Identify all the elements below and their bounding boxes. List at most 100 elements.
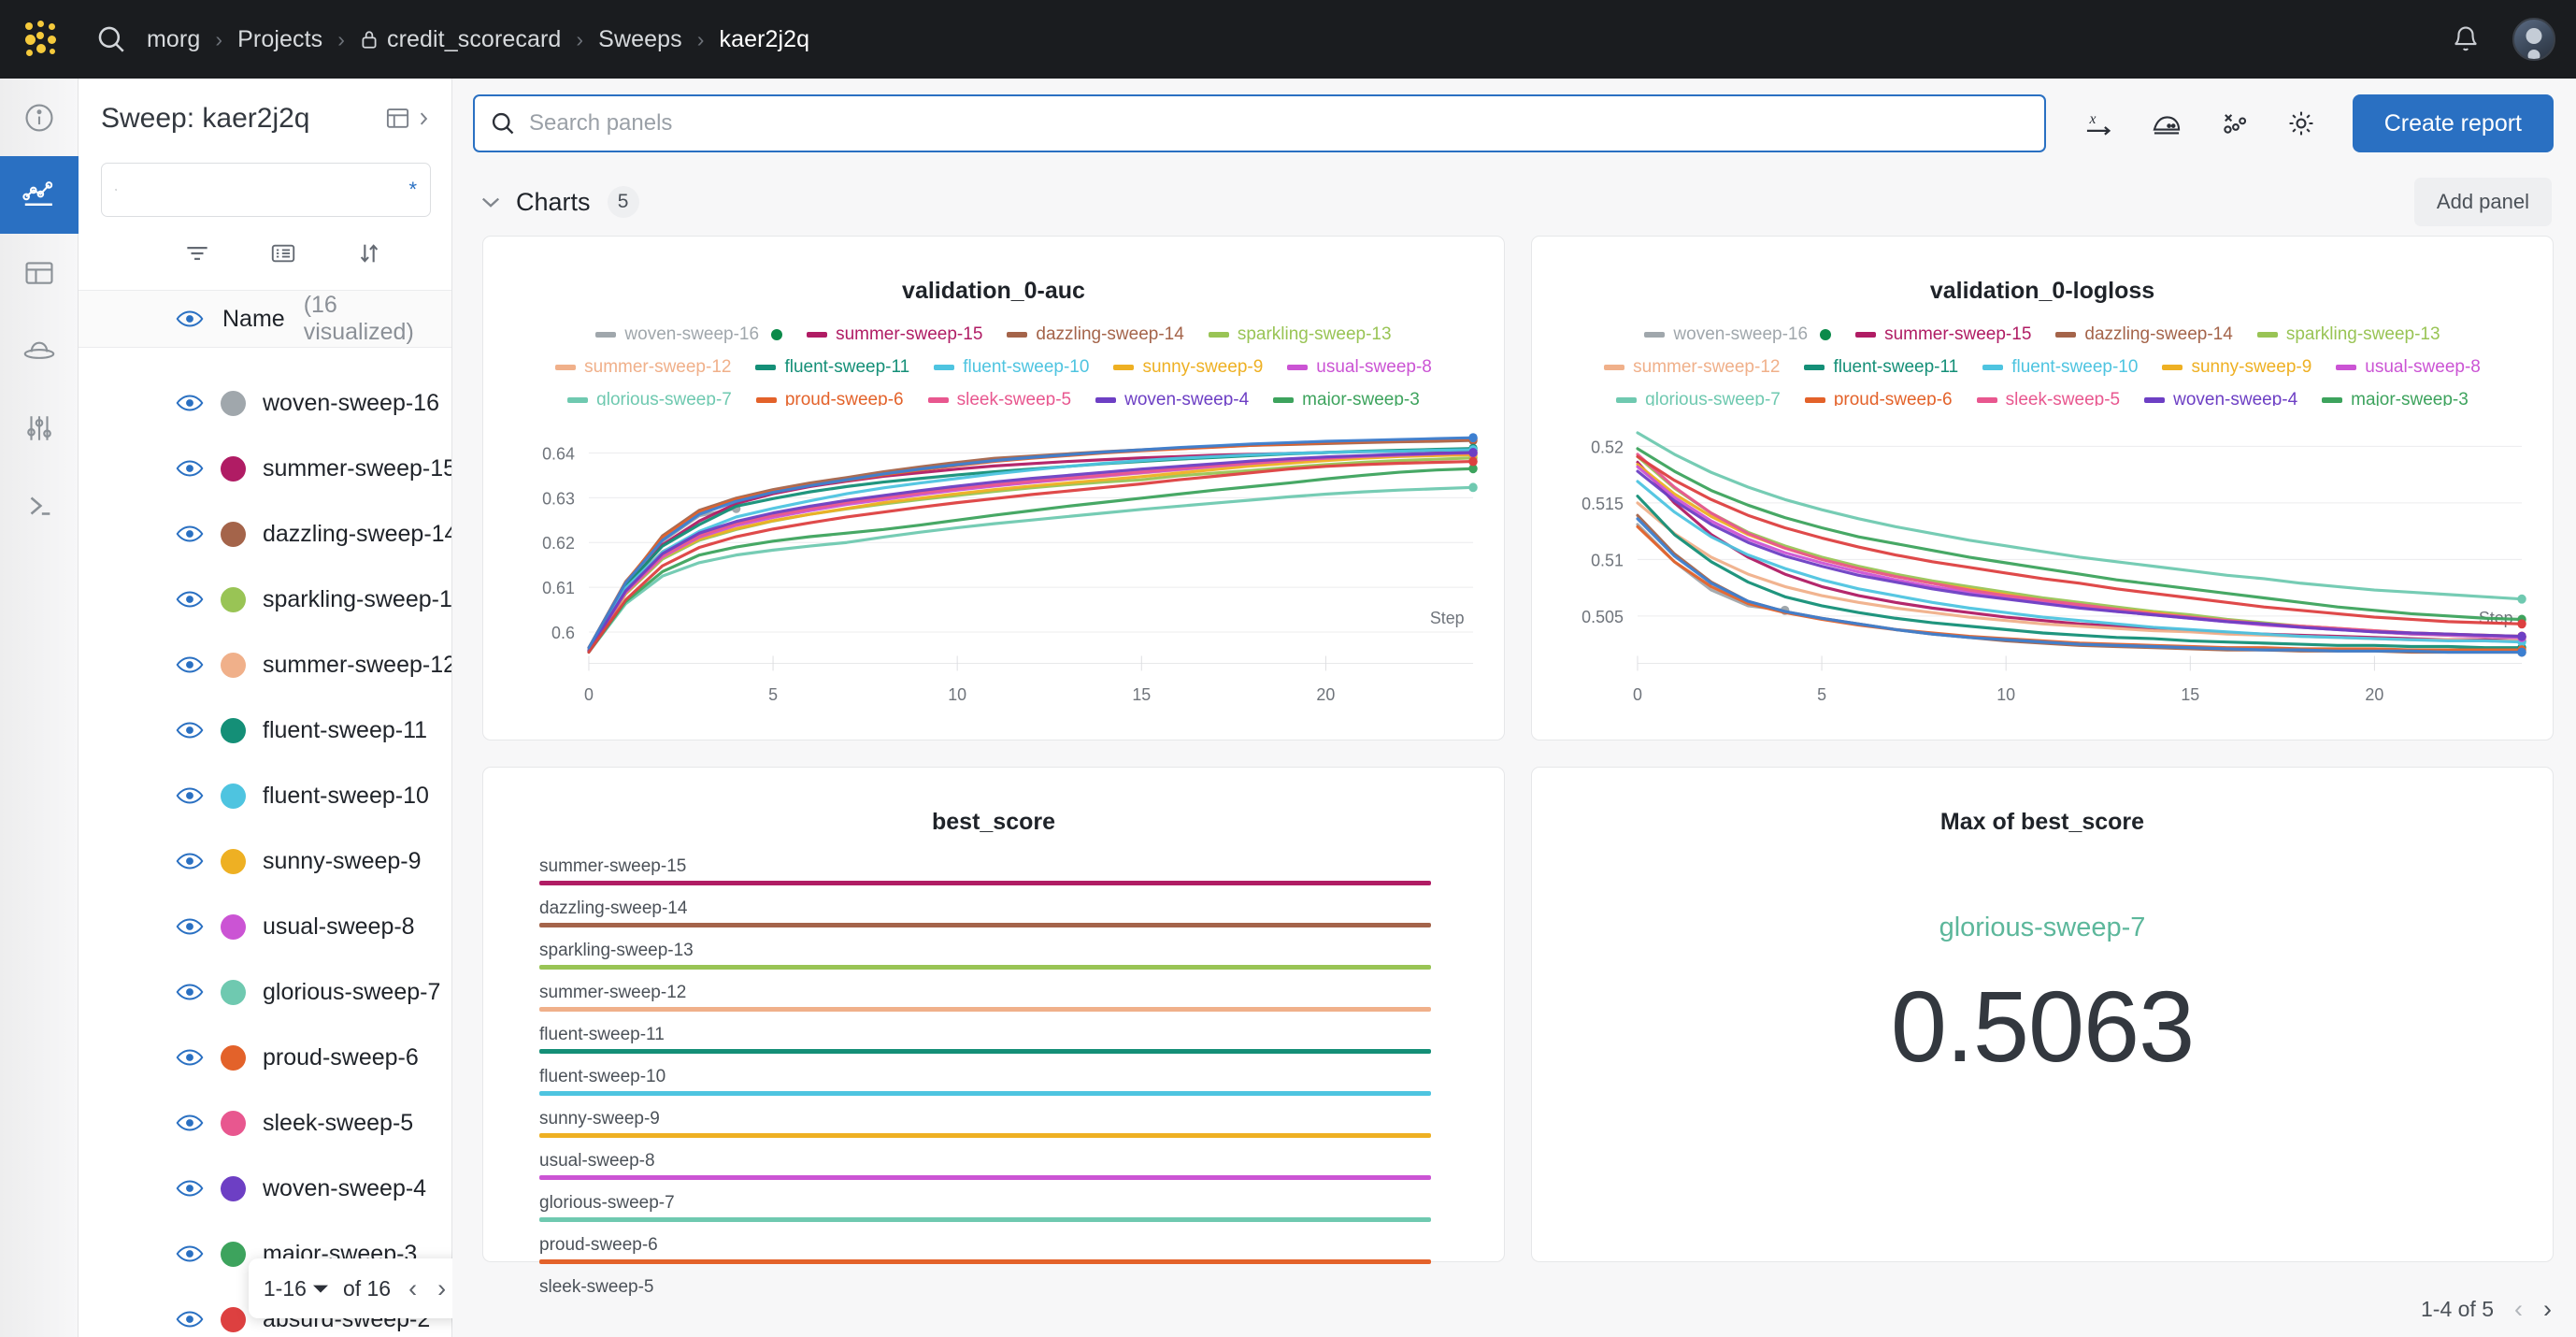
notifications-button[interactable] [2445,19,2486,60]
legend-item[interactable]: dazzling-sweep-14 [2055,319,2233,351]
wandb-logo[interactable] [0,0,79,79]
legend-item[interactable]: glorious-sweep-7 [567,384,732,406]
smoothing-iron-icon[interactable] [2151,108,2182,139]
sidebar-item-automations[interactable] [0,389,79,467]
legend-item[interactable]: proud-sweep-6 [1804,384,1953,406]
visibility-eye-icon[interactable] [176,393,204,413]
visibility-eye-icon[interactable] [176,720,204,740]
page-range-select[interactable]: 1-16 [264,1276,328,1301]
visibility-eye-icon[interactable] [176,916,204,937]
visibility-eye-icon[interactable] [176,524,204,544]
bar-chart-row[interactable]: fluent-sweep-10 [539,1067,1431,1109]
run-list-item[interactable]: woven-sweep-16 [79,370,451,436]
visibility-eye-icon[interactable] [176,309,204,329]
legend-item[interactable]: woven-sweep-4 [2144,384,2297,406]
visibility-eye-icon[interactable] [176,1047,204,1068]
panel-validation-0-logloss[interactable]: validation_0-logloss woven-sweep-16 summe… [1531,236,2554,740]
visibility-eye-icon[interactable] [176,851,204,871]
bar-chart-row[interactable]: fluent-sweep-11 [539,1025,1431,1067]
breadcrumb-item-project[interactable]: credit_scorecard [357,26,564,53]
prev-page-button[interactable]: ‹ [408,1273,418,1302]
legend-item[interactable]: major-sweep-3 [2322,384,2469,406]
legend-item[interactable]: summer-sweep-15 [807,319,982,351]
run-list-item[interactable]: fluent-sweep-10 [79,763,451,828]
sidebar-item-charts[interactable] [0,156,79,234]
legend-item[interactable]: woven-sweep-16 [595,319,783,351]
panel-layout-toggle[interactable] [386,106,431,132]
run-list-item[interactable]: summer-sweep-15 [79,436,451,501]
visibility-eye-icon[interactable] [176,1309,204,1330]
columns-icon[interactable] [269,241,297,266]
panel-validation-0-auc[interactable]: validation_0-auc woven-sweep-16 summer-sw… [482,236,1505,740]
chevron-down-icon[interactable] [480,194,501,209]
run-list-item[interactable]: dazzling-sweep-14 [79,501,451,567]
run-list-item[interactable]: sleek-sweep-5 [79,1090,451,1156]
legend-item[interactable]: woven-sweep-16 [1644,319,1832,351]
visibility-eye-icon[interactable] [176,785,204,806]
gear-icon[interactable] [2285,108,2317,139]
outliers-icon[interactable] [2218,108,2250,139]
run-list-item[interactable]: woven-sweep-4 [79,1156,451,1221]
legend-item[interactable]: sparkling-sweep-13 [1208,319,1392,351]
breadcrumb-item-entity[interactable]: morg [147,25,201,52]
legend-item[interactable]: summer-sweep-15 [1855,319,2031,351]
user-avatar[interactable] [2512,18,2555,61]
bar-chart-row[interactable]: proud-sweep-6 [539,1235,1431,1277]
legend-item[interactable]: usual-sweep-8 [2336,352,2481,383]
sidebar-item-console[interactable] [0,467,79,544]
run-list[interactable]: woven-sweep-16 summer-sweep-15 dazzling-sw… [79,370,451,1337]
run-search-input[interactable] [128,178,398,202]
plot-area[interactable]: 0.6 0.61 0.62 0.63 0.64 0 5 10 15 20 Step [483,420,1504,740]
bar-chart-row[interactable]: summer-sweep-12 [539,983,1431,1025]
x-axis-icon[interactable]: x [2083,108,2115,139]
bar-chart-row[interactable]: sleek-sweep-5 [539,1277,1431,1315]
legend-item[interactable]: fluent-sweep-10 [1982,352,2138,383]
legend-item[interactable]: sleek-sweep-5 [927,384,1071,406]
sidebar-item-sweeps[interactable] [0,311,79,389]
breadcrumb-item-projects[interactable]: Projects [237,25,323,52]
panel-max-best-score[interactable]: Max of best_score glorious-sweep-7 0.506… [1531,767,2554,1262]
plot-area[interactable]: 0.505 0.51 0.515 0.52 0 5 10 15 20 Step [1532,420,2553,740]
breadcrumb-item-sweep-id[interactable]: kaer2j2q [719,25,810,52]
visibility-eye-icon[interactable] [176,982,204,1002]
legend-item[interactable]: sunny-sweep-9 [2162,352,2311,383]
sort-icon[interactable] [355,240,383,266]
bar-chart-row[interactable]: summer-sweep-15 [539,856,1431,899]
legend-item[interactable]: sleek-sweep-5 [1976,384,2120,406]
search-panels-input[interactable] [529,110,2029,137]
panel-search-box[interactable] [473,94,2046,152]
regex-toggle[interactable]: * [408,178,417,201]
legend-item[interactable]: sparkling-sweep-13 [2256,319,2440,351]
filter-icon[interactable] [183,241,211,266]
run-list-item[interactable]: sunny-sweep-9 [79,828,451,894]
run-list-item[interactable]: fluent-sweep-11 [79,697,451,763]
visibility-eye-icon[interactable] [176,458,204,479]
run-search-box[interactable]: * [101,163,431,217]
panel-prev-page-button[interactable]: ‹ [2514,1295,2523,1323]
legend-item[interactable]: major-sweep-3 [1273,384,1420,406]
legend-item[interactable]: summer-sweep-12 [1604,352,1780,383]
bar-chart-row[interactable]: glorious-sweep-7 [539,1193,1431,1235]
legend-item[interactable]: glorious-sweep-7 [1616,384,1781,406]
legend-item[interactable]: sunny-sweep-9 [1113,352,1263,383]
legend-item[interactable]: proud-sweep-6 [755,384,904,406]
run-list-item[interactable]: proud-sweep-6 [79,1025,451,1090]
breadcrumb-item-sweeps[interactable]: Sweeps [598,25,682,52]
panel-next-page-button[interactable]: › [2543,1295,2552,1323]
run-list-item[interactable]: sparkling-sweep-13 [79,567,451,632]
bar-chart-row[interactable]: sparkling-sweep-13 [539,941,1431,983]
legend-item[interactable]: woven-sweep-4 [1095,384,1249,406]
visibility-eye-icon[interactable] [176,1178,204,1199]
sidebar-item-overview[interactable] [0,79,79,156]
add-panel-button[interactable]: Add panel [2413,178,2552,226]
legend-item[interactable]: dazzling-sweep-14 [1007,319,1184,351]
visibility-eye-icon[interactable] [176,654,204,675]
bar-chart-row[interactable]: usual-sweep-8 [539,1151,1431,1193]
panel-best-score[interactable]: best_score summer-sweep-15 dazzling-sweep… [482,767,1505,1297]
legend-item[interactable]: usual-sweep-8 [1287,352,1432,383]
legend-item[interactable]: summer-sweep-12 [555,352,731,383]
run-list-item[interactable]: usual-sweep-8 [79,894,451,959]
sidebar-item-table[interactable] [0,234,79,311]
create-report-button[interactable]: Create report [2352,94,2554,152]
bar-chart-row[interactable]: sunny-sweep-9 [539,1109,1431,1151]
